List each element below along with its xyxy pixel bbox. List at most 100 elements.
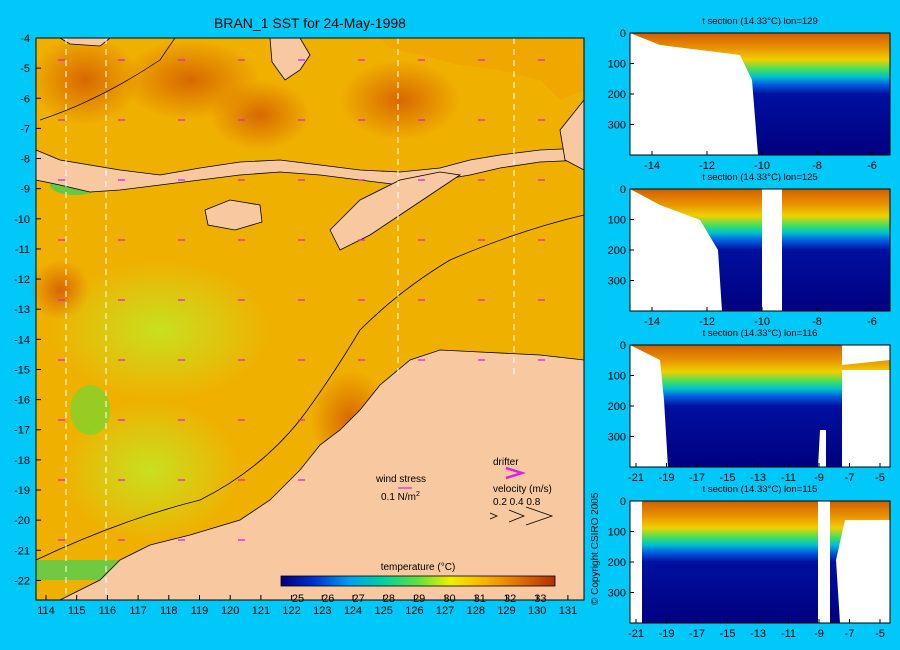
warm-patch [30,35,140,125]
section-lat-label: -13 [750,628,766,640]
colorbar-tick-label: 29 [413,593,425,605]
depth-label: 200 [608,557,626,569]
colorbar-tick-label: 27 [352,593,364,605]
colorbar-tick-label: 28 [383,593,395,605]
lat-label: -10 [14,214,30,226]
depth-label: 100 [608,527,626,539]
colorbar [280,575,556,587]
lat-label: -7 [20,123,30,135]
section-lat-label: -12 [699,160,715,172]
section-lat-label: -5 [875,472,885,484]
section-lat-label: -21 [628,628,644,640]
section-lat-label: -8 [812,160,822,172]
lon-label: 119 [191,605,209,617]
colorbar-tick-label: 33 [534,593,546,605]
section-lat-label: -14 [644,316,660,328]
colorbar-title: temperature (°C) [381,562,456,573]
cool-patch [36,560,126,580]
section-lat-label: -9 [814,628,824,640]
drifter-arrow-icon [505,466,527,480]
section-panel-3: t section (14.33°C) lon=116 0 100 200 300 -21… [608,328,891,484]
map-title: BRAN_1 SST for 24-May-1998 [214,15,406,31]
lat-label: -13 [14,304,30,316]
velocity-arrow-icon [489,506,554,526]
section-lat-label: -9 [814,472,824,484]
lon-label: 128 [467,605,485,617]
lon-label: 127 [436,605,454,617]
section-lat-label: -19 [659,628,675,640]
velocity-arrows [58,59,545,541]
australia-land [59,349,585,601]
depth-label: 300 [608,276,626,288]
lon-label: 114 [37,605,55,617]
depth-label: 100 [608,371,626,383]
lon-label: 118 [160,605,178,617]
colorbar-ticks: 25 26 27 28 29 30 31 32 33 [292,593,547,605]
section-lat-label: -5 [875,628,885,640]
section-panel-2: t section (14.33°C) lon=125 0 100 200 300 -14… [608,172,891,328]
lat-label: -14 [14,334,30,346]
section-lat-label: -7 [845,472,855,484]
section-lat-label: -6 [867,316,877,328]
lat-label: -21 [14,545,30,557]
colorbar-tick-label: 25 [292,593,304,605]
lat-label: -12 [14,274,30,286]
colorbar-tick-label: 32 [504,593,516,605]
depth-label: 200 [608,245,626,257]
depth-label: 200 [608,401,626,413]
colorbar-tick-label: 31 [474,593,486,605]
section-lat-label: -10 [754,316,770,328]
section-lat-label: -17 [689,628,705,640]
warm-patch [340,60,460,140]
lon-label: 123 [313,605,331,617]
depth-label: 300 [608,432,626,444]
section-lat-label: -15 [720,472,736,484]
depth-label: 100 [608,59,626,71]
lon-label: 120 [221,605,239,617]
depth-label: 0 [620,28,626,40]
depth-label: 0 [620,496,626,508]
section-land-mask [630,501,890,623]
warm-patch [210,80,310,150]
section-lat-label: -17 [689,472,705,484]
section-lat-label: -12 [699,316,715,328]
depth-label: 100 [608,215,626,227]
section-title: t section (14.33°C) lon=125 [702,172,818,183]
colorbar-tick-label: 30 [443,593,455,605]
section-title: t section (14.33°C) lon=129 [702,16,818,27]
depth-label: 0 [620,340,626,352]
lat-label: -15 [14,364,30,376]
lon-label: 131 [559,605,577,617]
lon-label: 122 [282,605,300,617]
lat-label: -8 [20,154,30,166]
section-lat-label: -21 [628,472,644,484]
lat-label: -5 [20,63,30,75]
section-title: t section (14.33°C) lon=115 [703,484,818,495]
section-land-mask [630,345,890,467]
lon-label: 115 [68,605,86,617]
section-lat-label: -8 [812,316,822,328]
lat-label: -4 [20,33,30,45]
colorbar-tick-label: 26 [322,593,334,605]
section-land-mask [630,189,782,311]
depth-label: 0 [620,184,626,196]
lat-label: -19 [14,485,30,497]
drifter-label: drifter [493,457,519,468]
longitude-axis: 114 115 116 117 118 119 120 121 122 123 124 125 126 1… [37,595,577,617]
depth-label: 300 [608,120,626,132]
lat-label: -22 [14,575,30,587]
sumba-island [204,199,263,231]
section-panel-1: t section (14.33°C) lon=129 0 100 200 300 -14… [608,16,891,172]
lat-label: -9 [20,184,30,196]
section-land-mask [630,33,758,155]
lon-label: 125 [375,605,393,617]
lon-label: 116 [99,605,117,617]
lon-label: 130 [528,605,546,617]
copyright: © Copyright CSIRO 2005 [590,492,601,605]
section-lat-label: -14 [644,160,660,172]
cool-patch [70,385,110,435]
depth-label: 200 [608,89,626,101]
timor-island [329,171,462,251]
lon-label: 126 [405,605,423,617]
